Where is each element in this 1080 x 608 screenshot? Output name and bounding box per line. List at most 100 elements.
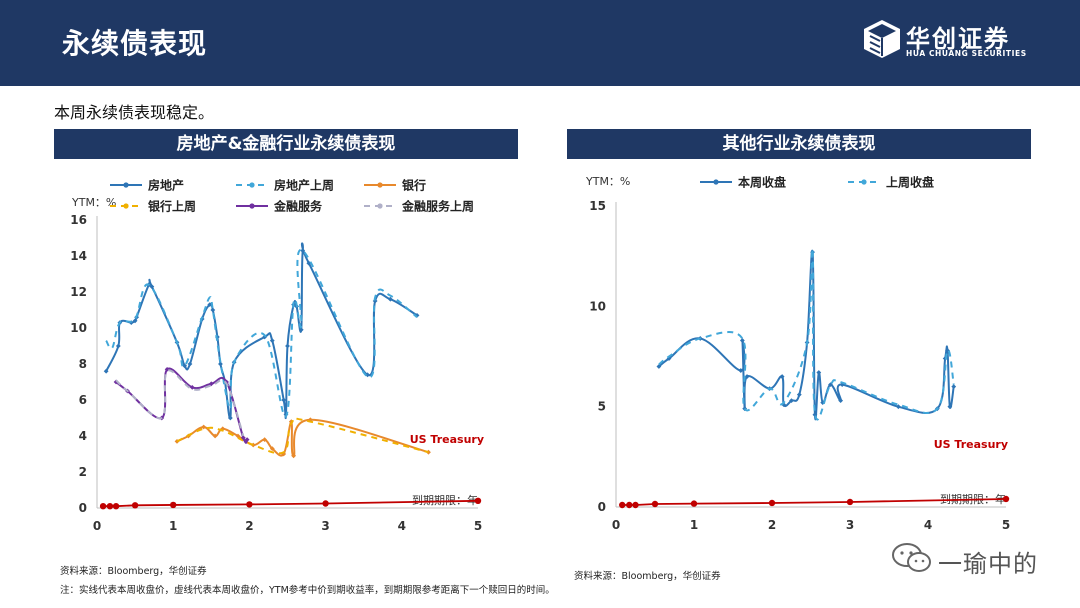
left-data-point [262, 437, 268, 442]
right-x-tick-label: 2 [768, 518, 776, 532]
right-legend-label: 本周收盘 [738, 175, 786, 190]
right-x-tick-label: 1 [690, 518, 698, 532]
right-y-axis-label: YTM：% [585, 175, 630, 188]
left-data-point [291, 453, 296, 459]
right-data-point [656, 364, 662, 369]
right-treasury-point [619, 501, 626, 509]
right-legend-label: 上周收盘 [886, 175, 934, 190]
left-legend-label: 金融服务 [273, 199, 323, 214]
left-y-tick-label: 10 [70, 321, 87, 335]
right-legend-item: 上周收盘 [848, 175, 934, 190]
left-y-tick-label: 4 [79, 429, 87, 443]
left-legend-item: 金融服务上周 [364, 199, 474, 214]
left-legend-marker [123, 203, 129, 209]
left-x-tick-label: 0 [93, 519, 101, 533]
left-data-point [208, 381, 214, 387]
wechat-icon [892, 543, 931, 572]
left-data-point [210, 307, 216, 313]
left-treasury-point [99, 503, 107, 510]
right-x-tick-label: 5 [1002, 518, 1010, 532]
right-data-point [816, 370, 822, 375]
left-legend-item: 房地产上周 [236, 178, 334, 193]
right-treasury-point [690, 500, 698, 507]
right-data-point [951, 384, 957, 389]
left-y-axis-label: YTM：% [71, 196, 116, 209]
right-y-tick-label: 10 [589, 299, 606, 313]
left-data-point [182, 363, 188, 369]
left-x-axis-label: 到期期限：年 [412, 493, 478, 507]
header-bar: 永续债表现 华创证券 HUA CHUANG SECURITIES [0, 0, 1080, 86]
right-data-point [945, 348, 950, 353]
watermark: 一瑜中的 [890, 540, 1050, 580]
left-x-tick-label: 5 [474, 519, 482, 533]
right-treasury-point [846, 498, 854, 506]
right-data-point [779, 374, 785, 379]
left-legend-marker [249, 182, 255, 188]
left-treasury-point [106, 503, 114, 510]
right-x-tick-label: 3 [846, 518, 854, 532]
page-title: 永续债表现 [62, 27, 208, 60]
right-treasury-point [632, 501, 639, 509]
left-data-point [298, 327, 304, 333]
left-data-point [269, 446, 275, 451]
left-legend-label: 金融服务上周 [401, 199, 474, 214]
left-series-line-0 [105, 242, 418, 420]
right-y-tick-label: 0 [598, 500, 606, 514]
logo-text-en: HUA CHUANG SECURITIES [906, 49, 1027, 58]
right-chart-title: 其他行业永续债表现 [567, 129, 1031, 159]
right-legend-item: 本周收盘 [700, 175, 786, 190]
left-legend-marker [249, 203, 255, 209]
left-treasury-point [170, 501, 177, 509]
left-treasury-annotation: US Treasury [410, 433, 484, 446]
left-legend-item: 银行 [364, 178, 426, 193]
logo-cube-icon [864, 20, 900, 58]
left-series-line-3 [176, 417, 429, 455]
right-data-point [895, 404, 901, 410]
right-y-tick-label: 15 [589, 199, 606, 213]
left-legend-item: 金融服务 [236, 199, 323, 214]
right-data-point [738, 368, 744, 373]
right-treasury-point [768, 499, 776, 507]
right-data-point [781, 402, 787, 408]
left-treasury-point [474, 497, 482, 504]
left-legend-label: 房地产 [148, 178, 184, 193]
left-x-tick-label: 2 [245, 519, 253, 533]
left-data-point [269, 338, 275, 343]
left-data-point [132, 318, 138, 324]
left-legend-marker [377, 203, 383, 209]
right-data-point [789, 398, 794, 404]
right-data-point [744, 374, 750, 379]
left-y-tick-label: 6 [79, 393, 87, 407]
left-data-point [164, 367, 170, 372]
logo-text-cn: 华创证券 [906, 25, 1010, 53]
right-x-tick-label: 4 [924, 518, 932, 532]
right-y-tick-label: 5 [598, 400, 606, 414]
left-data-point [212, 433, 218, 439]
right-treasury-point [651, 500, 659, 508]
right-series-line-1 [658, 247, 955, 421]
left-treasury-point [246, 501, 253, 508]
left-data-point [285, 343, 290, 349]
left-y-tick-label: 2 [79, 465, 87, 479]
left-data-point [300, 248, 306, 253]
left-data-point [244, 437, 250, 442]
left-source: 资料来源：Bloomberg，华创证券 [60, 566, 207, 577]
left-y-tick-label: 12 [70, 285, 87, 299]
right-data-point [947, 404, 953, 410]
left-legend-marker [377, 182, 383, 188]
right-data-point [796, 392, 802, 398]
left-data-point [387, 296, 393, 302]
left-treasury-point [131, 502, 139, 509]
right-treasury-point [1002, 495, 1010, 503]
right-treasury-annotation: US Treasury [934, 438, 1008, 451]
left-legend-item: 银行上周 [110, 199, 196, 214]
left-x-tick-label: 3 [321, 519, 329, 533]
left-x-tick-label: 4 [398, 519, 406, 533]
left-legend-label: 银行上周 [148, 199, 196, 214]
summary-text: 本周永续债表现稳定。 [54, 103, 215, 122]
right-source: 资料来源：Bloomberg，华创证券 [574, 571, 721, 582]
left-data-point [306, 260, 312, 266]
left-chart-title: 房地产&金融行业永续债表现 [54, 129, 518, 159]
